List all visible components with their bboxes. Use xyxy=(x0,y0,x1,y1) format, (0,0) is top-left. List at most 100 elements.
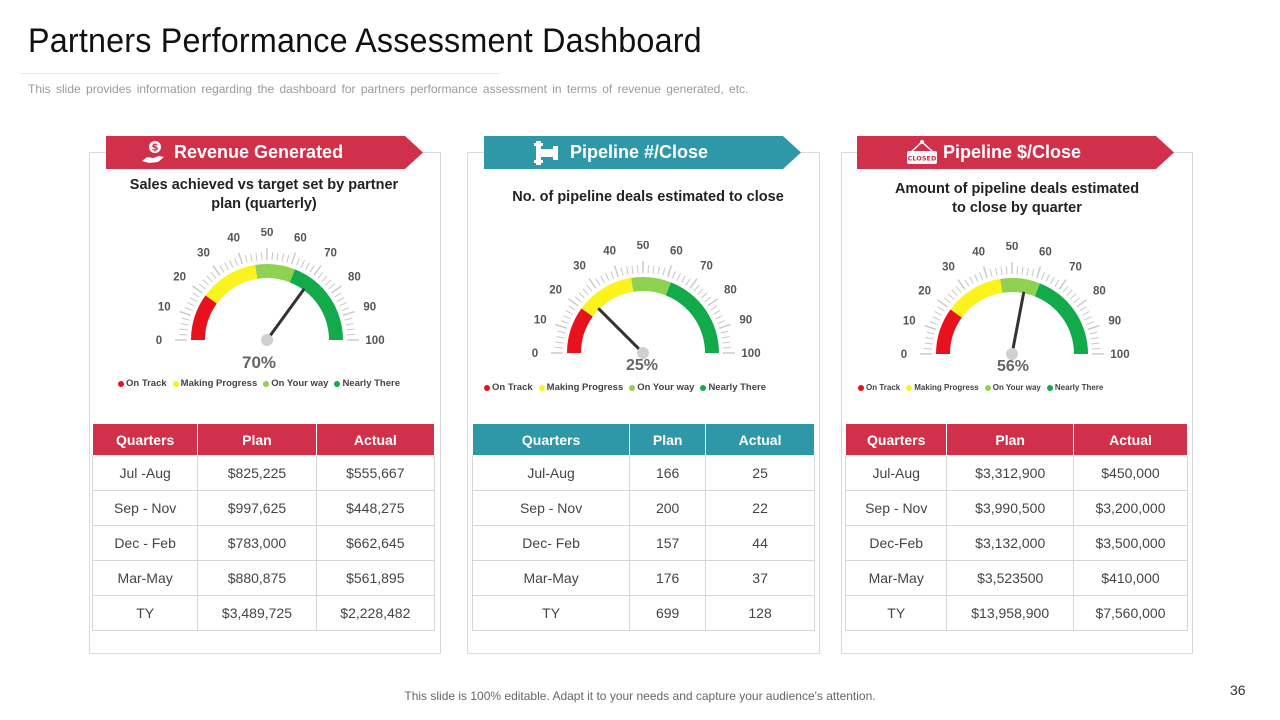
gauge-tick xyxy=(717,320,726,325)
gauge-tick xyxy=(557,330,566,334)
table-cell: $662,645 xyxy=(315,525,436,561)
pipeline-amount-banner: CLOSED Pipeline $/Close xyxy=(857,136,1174,169)
gauge-tick-label: 20 xyxy=(173,272,186,284)
gauge-tick-label: 70 xyxy=(1069,262,1082,274)
gauge-tick xyxy=(234,257,239,266)
gauge-tick xyxy=(1086,321,1095,326)
table-cell: $448,275 xyxy=(315,490,436,526)
gauge-tick xyxy=(189,297,198,302)
table-row: Mar-May 176 37 xyxy=(471,560,815,596)
gauge-tick xyxy=(681,275,686,284)
gauge-tick-label: 50 xyxy=(261,228,274,239)
description-line: Sales achieved vs target set by partner xyxy=(129,177,399,193)
table-row: Jul -Aug $825,225 $555,667 xyxy=(91,455,436,491)
gauge-tick-label: 100 xyxy=(1110,349,1129,361)
gauge-tick-label: 20 xyxy=(549,285,562,297)
banner-label: Pipeline #/Close xyxy=(570,142,709,162)
gauge-tick xyxy=(693,284,700,292)
gauge-tick xyxy=(210,271,217,279)
table-cell: $3,489,725 xyxy=(197,595,317,631)
legend-item: On Your way xyxy=(629,382,694,393)
table-cell: $3,990,500 xyxy=(946,490,1074,526)
gauge-tick xyxy=(937,299,948,308)
gauge-percentage: 70% xyxy=(241,353,277,372)
legend-label: On Track xyxy=(492,382,533,393)
gauge-tick-label: 0 xyxy=(901,349,907,361)
gauge-band xyxy=(581,277,634,317)
gauge-tick xyxy=(620,267,624,276)
table-header-cell: Quarters xyxy=(844,423,948,456)
table-cell: Mar-May xyxy=(844,560,948,596)
gauge-tick xyxy=(1054,279,1060,287)
gauge-tick xyxy=(676,273,681,281)
gauge-tick-label: 70 xyxy=(700,261,713,273)
gauge-tick xyxy=(568,298,579,307)
gauge-tick xyxy=(286,254,290,263)
gauge-tick-label: 50 xyxy=(637,241,650,252)
gauge-tick xyxy=(1021,266,1024,275)
legend-dot xyxy=(629,384,636,391)
panel-description: Amount of pipeline deals estimated to cl… xyxy=(848,180,1186,218)
gauge-tick xyxy=(1005,266,1008,275)
table-header-cell: Plan xyxy=(946,423,1074,456)
banner-shape xyxy=(484,136,801,169)
legend-dot xyxy=(858,384,864,391)
table-cell: Dec- Feb xyxy=(471,525,631,561)
gauge-tick xyxy=(934,311,943,316)
table-cell: 157 xyxy=(629,525,707,561)
pipeline-count-gauge: 0 10 20 30 40 50 60 70 80 90 100 xyxy=(532,241,761,360)
gauge-tick xyxy=(626,266,629,275)
legend-label: Making Progress xyxy=(180,378,258,389)
table-cell: 44 xyxy=(705,525,815,561)
gauge-tick xyxy=(555,341,564,344)
gauge-needle xyxy=(597,307,645,355)
gauge-tick xyxy=(1058,279,1067,290)
banner-shape xyxy=(106,136,423,169)
gauge-tick xyxy=(582,288,589,296)
gauge-tick xyxy=(224,262,229,271)
gauge-tick xyxy=(662,267,666,276)
table-cell: $13,958,900 xyxy=(946,595,1074,631)
gauge-tick xyxy=(925,337,934,340)
gauge-hub xyxy=(637,347,649,359)
gauge-hub xyxy=(1006,348,1018,360)
table-cell: 166 xyxy=(629,455,707,491)
pipeline-count-banner: Pipeline #/Close xyxy=(484,136,801,169)
legend-dot xyxy=(263,380,270,387)
legend-dot xyxy=(172,380,179,387)
gauge-tick xyxy=(202,279,210,286)
gauge-tick xyxy=(995,267,998,276)
table-cell: $3,132,000 xyxy=(946,525,1074,561)
gauge-tick xyxy=(979,271,984,280)
gauge-tick xyxy=(715,315,723,320)
table-cell: Sep - Nov xyxy=(91,490,199,526)
page-subtitle: This slide provides information regardin… xyxy=(28,82,749,96)
gauge-tick xyxy=(595,278,601,286)
table-row: Sep - Nov $3,990,500 $3,200,000 xyxy=(844,490,1189,526)
table-cell: $410,000 xyxy=(1072,560,1189,596)
table-cell: 128 xyxy=(705,595,815,631)
gauge-tick xyxy=(1091,342,1100,345)
gauge-tick xyxy=(276,252,279,261)
gauge-tick xyxy=(339,302,347,307)
table-cell: Jul-Aug xyxy=(844,455,948,491)
pipeline-icon xyxy=(530,136,564,169)
table-header-cell: Actual xyxy=(705,423,815,456)
table-header-cell: Quarters xyxy=(91,423,199,456)
gauge-band xyxy=(665,282,719,353)
gauge-tick xyxy=(636,265,639,274)
description-line: to close by quarter xyxy=(952,200,1082,216)
table-cell: $7,560,000 xyxy=(1072,595,1189,631)
gauge-tick xyxy=(260,252,263,261)
gauge-tick xyxy=(586,284,593,292)
table-cell: $555,667 xyxy=(315,455,436,491)
gauge-tick xyxy=(1069,293,1077,300)
closed-sign-icon: CLOSED xyxy=(905,136,939,169)
gauge-band xyxy=(1034,283,1088,354)
table-row: Jul-Aug $3,312,900 $450,000 xyxy=(844,455,1189,491)
gauge-tick xyxy=(342,310,355,316)
revenue-table: Quarters Plan Actual Jul -Aug $825,225 $555,6… xyxy=(91,423,436,631)
footer-note: This slide is 100% editable. Adapt it to… xyxy=(404,689,876,703)
title-divider xyxy=(20,73,500,74)
gauge-tick xyxy=(685,278,691,286)
